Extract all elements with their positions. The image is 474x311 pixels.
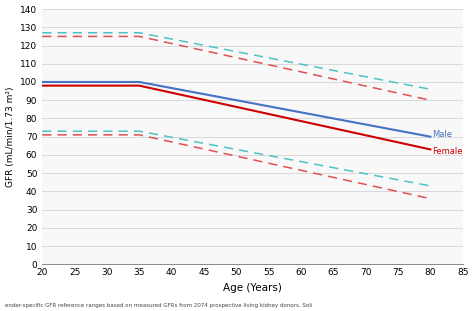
- Text: Female: Female: [432, 147, 463, 156]
- Y-axis label: GFR (mL/min/1.73 m²): GFR (mL/min/1.73 m²): [6, 86, 15, 187]
- Text: Male: Male: [432, 130, 452, 139]
- X-axis label: Age (Years): Age (Years): [223, 283, 282, 293]
- Text: ender-specific GFR reference ranges based on measured GFRs from 2074 prospective: ender-specific GFR reference ranges base…: [5, 303, 312, 308]
